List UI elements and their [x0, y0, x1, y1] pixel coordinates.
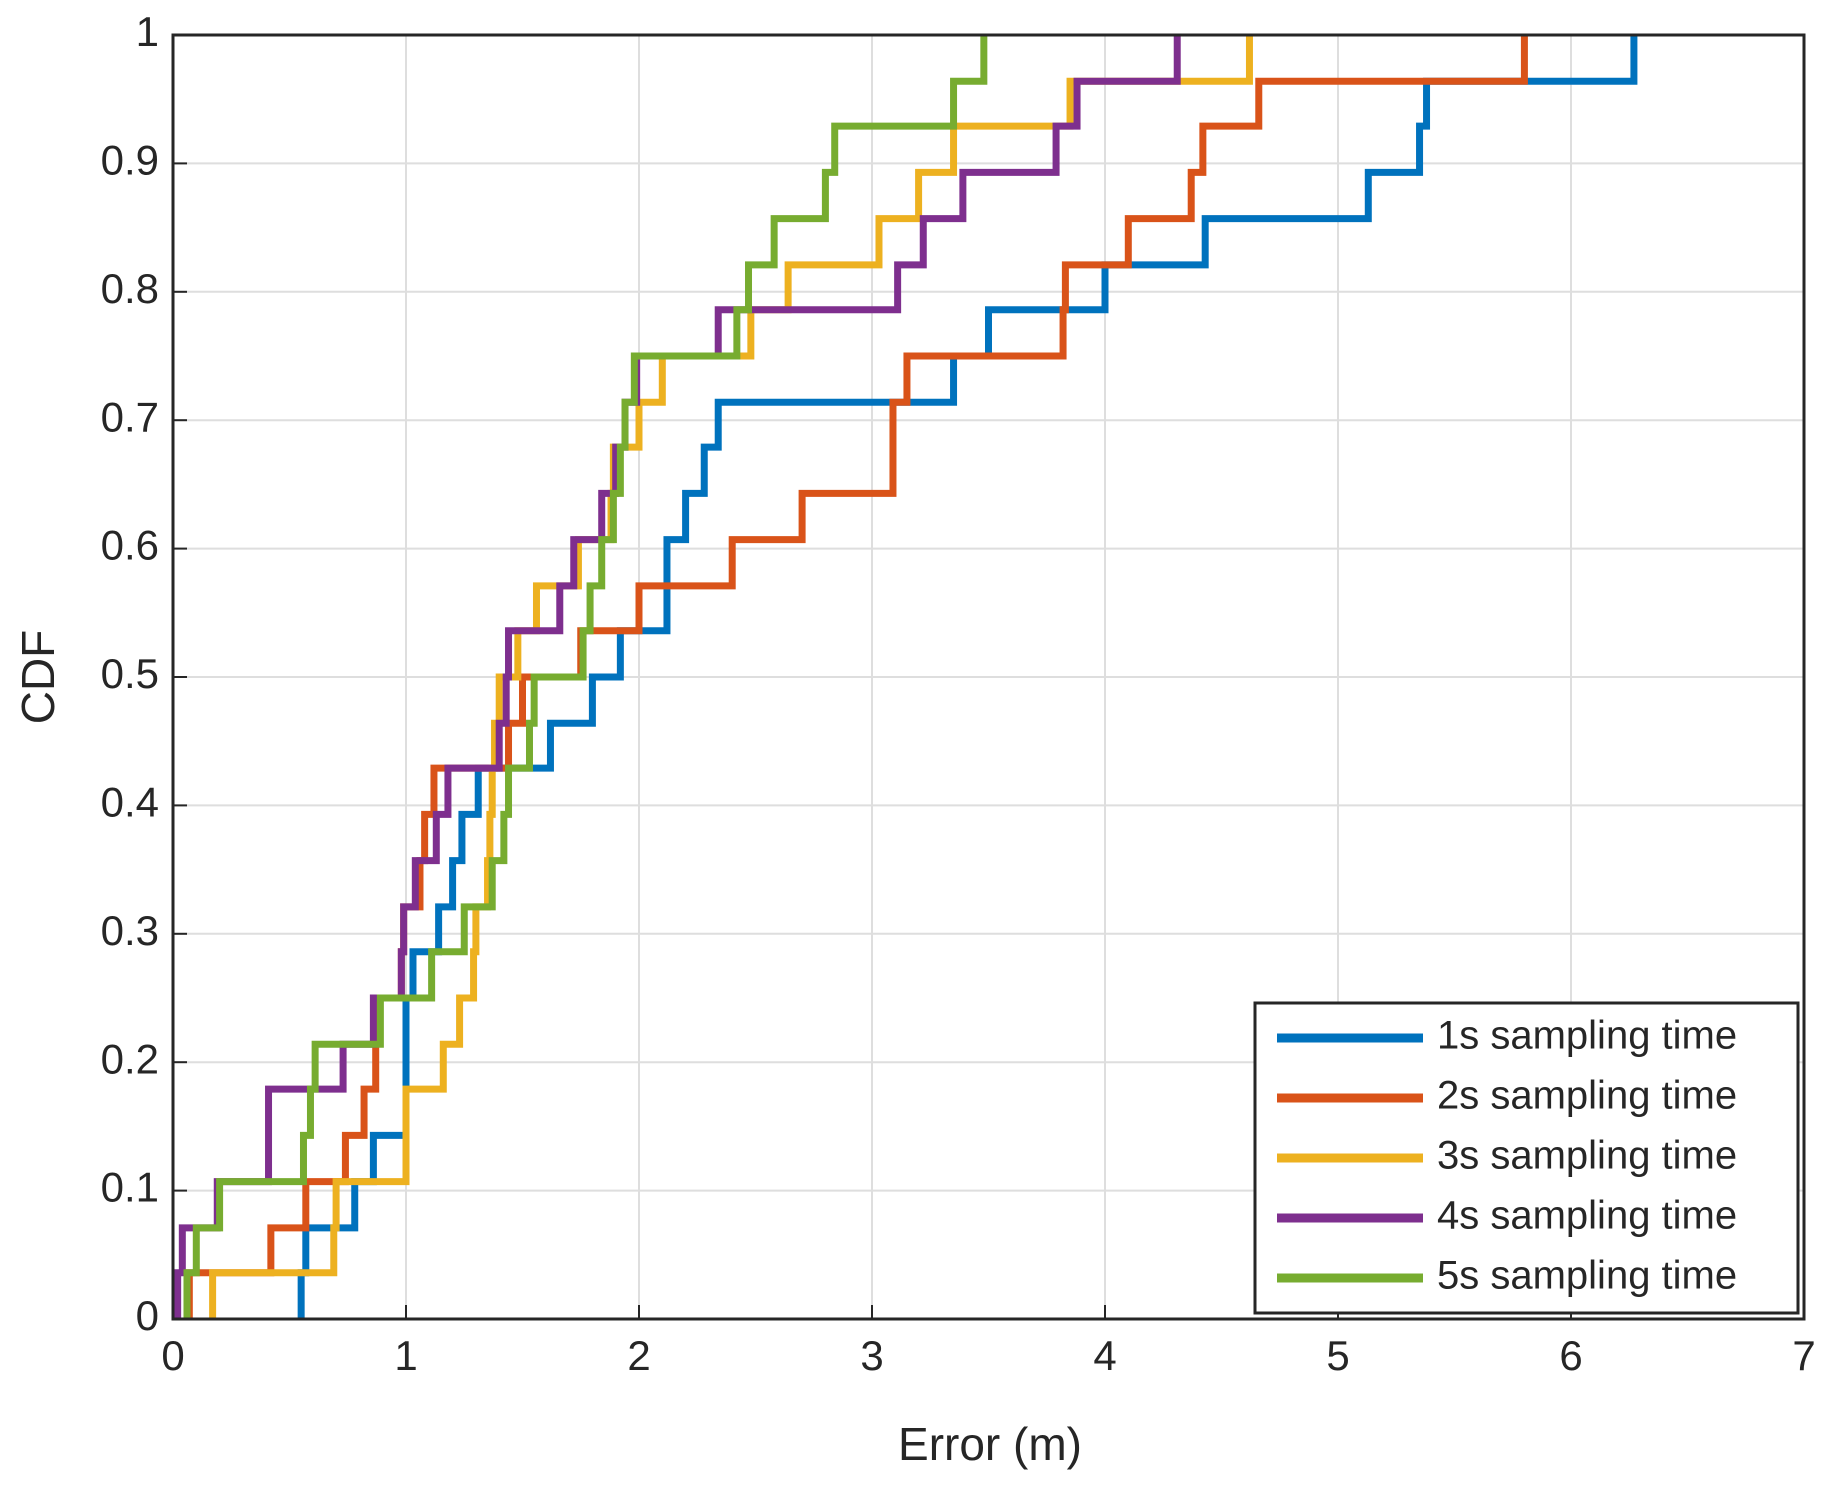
- y-tick-label: 0.3: [101, 907, 159, 954]
- y-tick-label: 0.4: [101, 778, 159, 825]
- legend: 1s sampling time 2s sampling time 3s sampl…: [1253, 1001, 1800, 1315]
- legend-label: 3s sampling time: [1437, 1134, 1737, 1178]
- y-tick-label: 0.5: [101, 650, 159, 697]
- y-tick-label: 0.2: [101, 1035, 159, 1082]
- y-tick-label: 1: [136, 8, 159, 55]
- y-tick-label: 0: [136, 1292, 159, 1339]
- x-tick-label: 6: [1559, 1332, 1582, 1379]
- x-tick-label: 3: [860, 1332, 883, 1379]
- y-tick-label: 0.9: [101, 136, 159, 183]
- plot-frame: [171, 33, 1806, 1321]
- legend-label: 4s sampling time: [1437, 1194, 1737, 1238]
- y-tick-label: 0.8: [101, 265, 159, 312]
- x-tick-label: 0: [161, 1332, 184, 1379]
- cdf-line: [174, 35, 1181, 1319]
- x-tick-label: 4: [1093, 1332, 1116, 1379]
- cdf-line: [209, 35, 1253, 1319]
- x-tick-label: 5: [1326, 1332, 1349, 1379]
- x-axis-label: Error (m): [898, 1418, 1082, 1470]
- x-tick-label: 1: [394, 1332, 417, 1379]
- cdf-line: [183, 35, 988, 1319]
- y-tick-label: 0.7: [101, 393, 159, 440]
- y-tick-label: 0.6: [101, 522, 159, 569]
- x-tick-label: 7: [1792, 1332, 1815, 1379]
- y-axis-label: CDF: [12, 630, 64, 725]
- x-tick-label: 2: [627, 1332, 650, 1379]
- y-tick-label: 0.1: [101, 1164, 159, 1211]
- legend-label: 5s sampling time: [1437, 1254, 1737, 1298]
- legend-label: 2s sampling time: [1437, 1074, 1737, 1118]
- legend-label: 1s sampling time: [1437, 1014, 1737, 1058]
